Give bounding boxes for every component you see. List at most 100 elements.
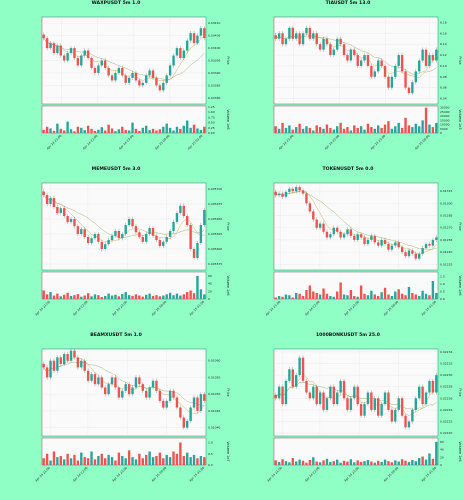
volume-bar <box>73 131 76 133</box>
price-axis-label: Price <box>458 388 462 396</box>
candle-body <box>49 198 52 204</box>
candle-body <box>342 234 346 238</box>
volume-bar <box>390 462 394 465</box>
price-tick-label: 0.005575 <box>208 262 222 266</box>
candle-body <box>97 65 100 73</box>
candle-body <box>332 49 335 56</box>
price-tick-label: 0.01300 <box>440 201 452 205</box>
volume-bar <box>158 129 162 133</box>
candle-body <box>110 377 114 385</box>
volume-tick-label: 0 <box>208 297 210 301</box>
volume-bar <box>131 122 134 133</box>
volume-bar <box>295 293 298 299</box>
volume-bar <box>414 294 417 299</box>
volume-bar <box>411 127 414 133</box>
candle-body <box>165 75 168 83</box>
candle-body <box>186 40 189 51</box>
volume-bar <box>76 460 80 465</box>
candle-body <box>168 65 172 76</box>
x-tick-label: Apr 25 00:00 <box>383 466 400 483</box>
volume-bar <box>66 121 69 133</box>
candle-body <box>342 380 346 399</box>
volume-bar <box>342 128 346 133</box>
volume-tick-label: 0.0 <box>208 463 213 467</box>
volume-bar <box>131 295 134 299</box>
volume-bar <box>288 462 291 465</box>
candle-body <box>100 60 103 66</box>
candle-body <box>73 48 76 59</box>
price-tick-label: 0.03395 <box>208 59 220 63</box>
volume-bar <box>117 129 121 133</box>
price-tick-label: 0.02230 <box>440 373 452 377</box>
candle-body <box>356 55 359 66</box>
candle-body <box>305 27 308 34</box>
candle-body <box>117 67 121 73</box>
candle-body <box>182 417 185 428</box>
volume-bar <box>52 295 56 299</box>
volume-bar <box>141 458 144 465</box>
volume-tick-label: 1.25 <box>208 105 215 109</box>
candle-body <box>203 394 206 401</box>
candle-body <box>284 38 288 45</box>
volume-bar <box>363 129 366 133</box>
volume-bar <box>45 453 49 465</box>
x-tick-label: Apr 24 22:00 <box>304 466 321 483</box>
candle-body <box>298 187 301 191</box>
candle-body <box>404 415 407 428</box>
candle-body <box>107 67 110 76</box>
volume-tick-label: 1.0 <box>208 441 213 445</box>
x-tick-label: Apr 24 23:00 <box>370 134 387 151</box>
price-tick-label: 0.02222 <box>440 420 452 424</box>
volume-bar <box>80 296 83 299</box>
price-tick-label: 0.02224 <box>440 408 452 412</box>
volume-bar <box>380 461 383 465</box>
candle-body <box>138 377 141 385</box>
volume-bar <box>124 458 127 465</box>
candle-body <box>298 357 301 376</box>
volume-bar <box>366 459 370 465</box>
candle-body <box>141 82 144 86</box>
volume-bar <box>274 460 277 465</box>
candle-body <box>295 187 298 192</box>
volume-tick-label: 10000 <box>440 123 450 127</box>
volume-bar <box>407 287 411 299</box>
volume-plot-area <box>41 105 207 134</box>
candle-body <box>182 205 185 216</box>
candle-body <box>127 77 131 83</box>
volume-bar <box>186 120 189 133</box>
candle-body <box>301 190 305 194</box>
candle-body <box>353 49 356 56</box>
candle-body <box>131 387 134 395</box>
candle-body <box>104 244 107 249</box>
volume-bar <box>189 457 192 465</box>
volume-bar <box>80 127 83 133</box>
candle-body <box>325 398 329 410</box>
candle-body <box>349 398 353 410</box>
price-tick-label: 0.02228 <box>440 385 452 389</box>
volume-bar <box>349 130 353 133</box>
candle-body <box>73 219 76 227</box>
volume-bar <box>315 125 318 133</box>
volume-bar <box>308 285 312 299</box>
volume-bar <box>104 295 107 299</box>
candle-body <box>390 76 394 88</box>
candle-body <box>90 58 93 68</box>
volume-bar <box>339 282 342 299</box>
candle-body <box>192 249 196 258</box>
volume-bar <box>42 129 45 133</box>
candle-body <box>315 33 318 45</box>
candle-body <box>428 55 431 66</box>
candle-body <box>322 38 325 50</box>
candle-body <box>400 398 404 416</box>
volume-bar <box>435 441 438 465</box>
candle-body <box>318 44 322 50</box>
volume-bar <box>182 294 185 299</box>
candle-body <box>305 380 308 393</box>
volume-axis-label: Volume 1e6 <box>226 275 230 295</box>
candle-body <box>148 70 151 76</box>
chart-panel: MEMEUSDT 5m 3.0 0.005700 0.005675 0.005650 0… <box>0 166 232 332</box>
candle-body <box>168 231 172 237</box>
volume-bar <box>86 293 90 299</box>
candle-body <box>189 225 192 249</box>
candle-body <box>363 404 366 416</box>
